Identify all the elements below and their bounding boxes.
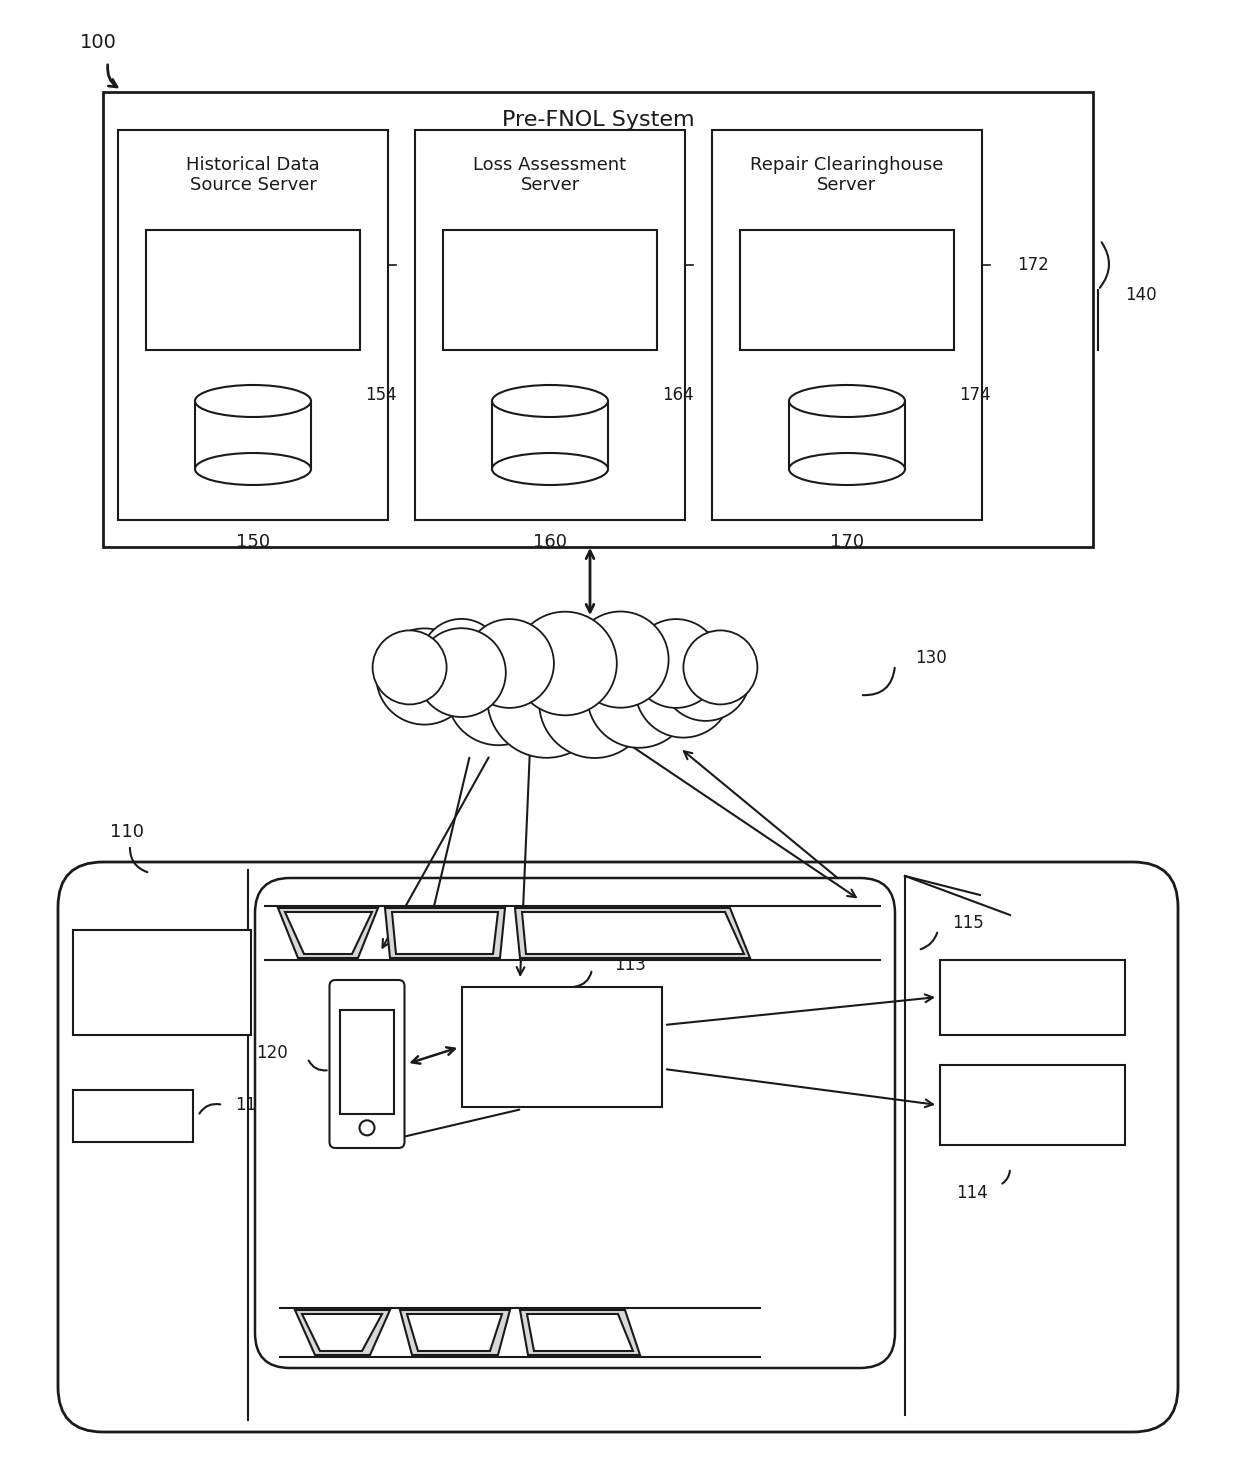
Polygon shape bbox=[515, 907, 750, 958]
Text: On-Board
Computer: On-Board Computer bbox=[994, 982, 1070, 1014]
Polygon shape bbox=[401, 1311, 510, 1354]
Circle shape bbox=[661, 633, 750, 720]
Bar bbox=[195, 416, 311, 469]
Polygon shape bbox=[392, 912, 498, 954]
Text: 114: 114 bbox=[956, 1183, 988, 1202]
Text: Repair
Clearinghouse
Computer: Repair Clearinghouse Computer bbox=[792, 264, 901, 316]
Bar bbox=[103, 92, 1092, 546]
Ellipse shape bbox=[492, 386, 608, 416]
Circle shape bbox=[631, 619, 720, 709]
Ellipse shape bbox=[195, 453, 311, 485]
Text: 111: 111 bbox=[291, 961, 322, 979]
Text: Historical
Data Source
Computer: Historical Data Source Computer bbox=[206, 264, 300, 316]
Text: 110: 110 bbox=[110, 823, 144, 842]
Text: 140: 140 bbox=[1125, 286, 1157, 304]
Bar bbox=[463, 988, 662, 1107]
Bar bbox=[740, 229, 954, 351]
FancyBboxPatch shape bbox=[255, 878, 895, 1367]
Text: Database: Database bbox=[813, 419, 880, 434]
Text: Database: Database bbox=[517, 419, 583, 434]
Circle shape bbox=[420, 619, 502, 700]
Bar bbox=[789, 416, 905, 469]
Text: 115: 115 bbox=[952, 915, 983, 932]
Circle shape bbox=[417, 628, 506, 717]
Polygon shape bbox=[295, 1311, 391, 1354]
Text: GPS: GPS bbox=[117, 1107, 150, 1125]
Bar bbox=[118, 130, 388, 520]
Circle shape bbox=[588, 644, 691, 748]
Circle shape bbox=[487, 640, 605, 758]
Text: Loss
Assessment
Computer: Loss Assessment Computer bbox=[505, 264, 596, 316]
FancyBboxPatch shape bbox=[58, 862, 1178, 1432]
Ellipse shape bbox=[789, 386, 905, 416]
Circle shape bbox=[465, 619, 554, 709]
Polygon shape bbox=[278, 907, 378, 958]
Bar bbox=[712, 130, 982, 520]
Text: 162: 162 bbox=[720, 256, 751, 275]
Polygon shape bbox=[303, 1313, 382, 1351]
Text: 164: 164 bbox=[662, 386, 693, 405]
Ellipse shape bbox=[492, 453, 608, 485]
Circle shape bbox=[372, 630, 446, 704]
Text: 154: 154 bbox=[365, 386, 397, 405]
Text: 160: 160 bbox=[533, 533, 567, 551]
Circle shape bbox=[683, 630, 758, 704]
Text: NETWORK: NETWORK bbox=[476, 697, 594, 716]
Circle shape bbox=[573, 612, 668, 707]
Text: Pre-FNOL System: Pre-FNOL System bbox=[502, 110, 694, 130]
Circle shape bbox=[446, 641, 551, 745]
Bar bbox=[73, 1090, 193, 1143]
Text: 130: 130 bbox=[915, 649, 947, 668]
Text: 100: 100 bbox=[81, 32, 117, 51]
Circle shape bbox=[376, 628, 472, 725]
Text: 152: 152 bbox=[423, 256, 455, 275]
Text: 150: 150 bbox=[236, 533, 270, 551]
Circle shape bbox=[635, 641, 732, 738]
Bar bbox=[492, 416, 608, 469]
Bar bbox=[340, 1010, 394, 1115]
Bar bbox=[146, 229, 360, 351]
Polygon shape bbox=[527, 1313, 632, 1351]
Text: 113: 113 bbox=[614, 955, 646, 974]
Text: 112: 112 bbox=[236, 1096, 267, 1113]
FancyBboxPatch shape bbox=[330, 980, 404, 1148]
Ellipse shape bbox=[789, 453, 905, 485]
Bar bbox=[415, 130, 684, 520]
Text: Database: Database bbox=[219, 419, 286, 434]
Polygon shape bbox=[522, 912, 744, 954]
Text: Historical Data
Source Server: Historical Data Source Server bbox=[186, 156, 320, 194]
Polygon shape bbox=[520, 1311, 640, 1354]
Ellipse shape bbox=[195, 386, 311, 416]
Circle shape bbox=[539, 647, 650, 758]
Text: 170: 170 bbox=[830, 533, 864, 551]
Text: Vehicle
Operation
Sensors: Vehicle Operation Sensors bbox=[124, 957, 200, 1008]
Text: Loss Assessment
Server: Loss Assessment Server bbox=[474, 156, 626, 194]
Text: 120: 120 bbox=[255, 1045, 288, 1062]
Circle shape bbox=[513, 612, 616, 716]
Text: Vehicle
Comm.
System: Vehicle Comm. System bbox=[1004, 1080, 1061, 1129]
Polygon shape bbox=[285, 912, 372, 954]
Bar bbox=[443, 229, 657, 351]
Circle shape bbox=[360, 1121, 374, 1135]
Polygon shape bbox=[384, 907, 505, 958]
Text: Telematics
Device: Telematics Device bbox=[518, 1027, 606, 1067]
Bar bbox=[73, 931, 250, 1034]
Text: 174: 174 bbox=[959, 386, 991, 405]
Text: Repair Clearinghouse
Server: Repair Clearinghouse Server bbox=[750, 156, 944, 194]
Text: 172: 172 bbox=[1017, 256, 1049, 275]
Bar bbox=[940, 960, 1125, 1034]
Polygon shape bbox=[407, 1313, 502, 1351]
Bar bbox=[940, 1065, 1125, 1145]
